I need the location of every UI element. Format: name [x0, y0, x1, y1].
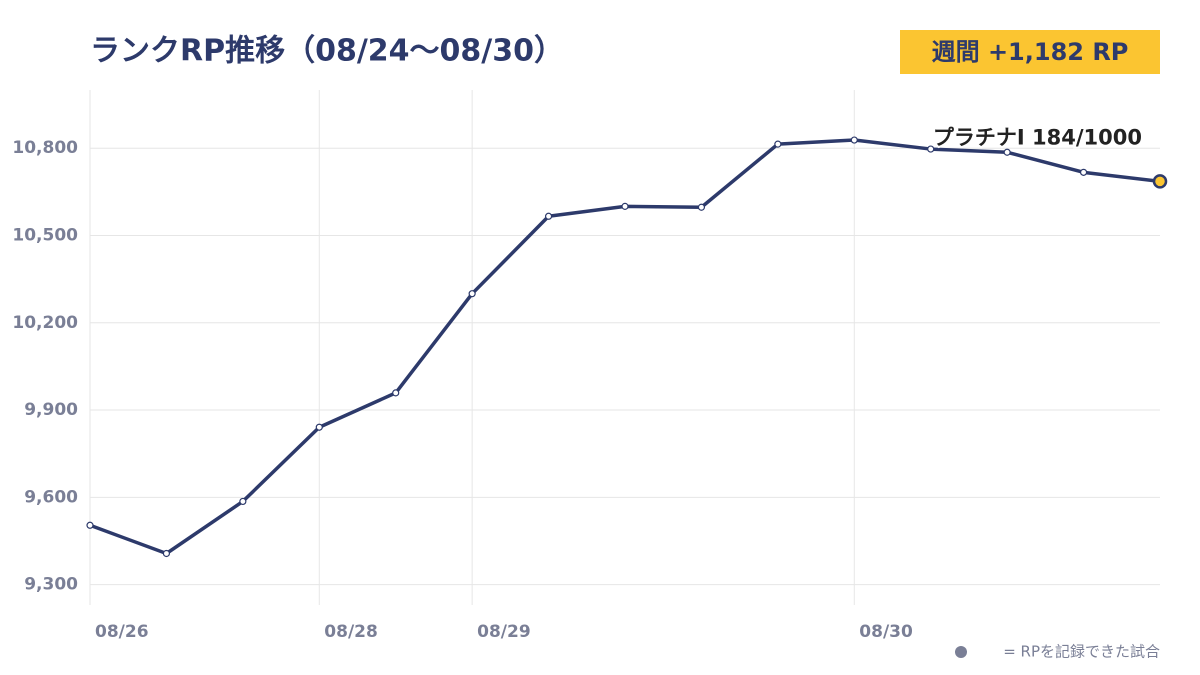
point: [774, 140, 782, 148]
point: [86, 521, 94, 529]
point: [315, 423, 323, 431]
point: [544, 212, 553, 220]
x-tick-label: 08/28: [324, 622, 378, 642]
point: [392, 389, 400, 397]
point: [1003, 148, 1011, 156]
y-tick-label: 9,600: [24, 487, 78, 507]
x-tick-label: 08/29: [477, 622, 531, 642]
legend-note: = RPを記録できた試合: [1003, 643, 1160, 661]
y-tick-label: 10,800: [12, 138, 78, 158]
point: [697, 203, 706, 211]
last-point: [1152, 174, 1168, 189]
x-tick-label: 08/26: [95, 622, 149, 642]
x-tick-label: 08/30: [859, 622, 913, 642]
chart-title: ランクRP推移（08/24〜08/30）: [90, 34, 564, 69]
badge-bg: [900, 30, 1160, 74]
point: [850, 136, 858, 144]
y-tick-label: 10,500: [12, 225, 78, 245]
line: [89, 138, 1161, 556]
point: [1079, 168, 1088, 176]
point: [621, 202, 629, 210]
point: [162, 549, 171, 558]
point: [927, 145, 935, 153]
point: [468, 290, 476, 298]
y-tick-label: 9,900: [24, 400, 78, 420]
annotation: プラチナI 184/1000: [933, 125, 1142, 149]
y-tick-label: 9,300: [24, 575, 78, 595]
badge: 週間 +1,182 RP: [932, 38, 1129, 66]
point: [239, 497, 247, 506]
y-tick-label: 10,200: [12, 313, 78, 333]
legend-dot: [955, 646, 967, 658]
